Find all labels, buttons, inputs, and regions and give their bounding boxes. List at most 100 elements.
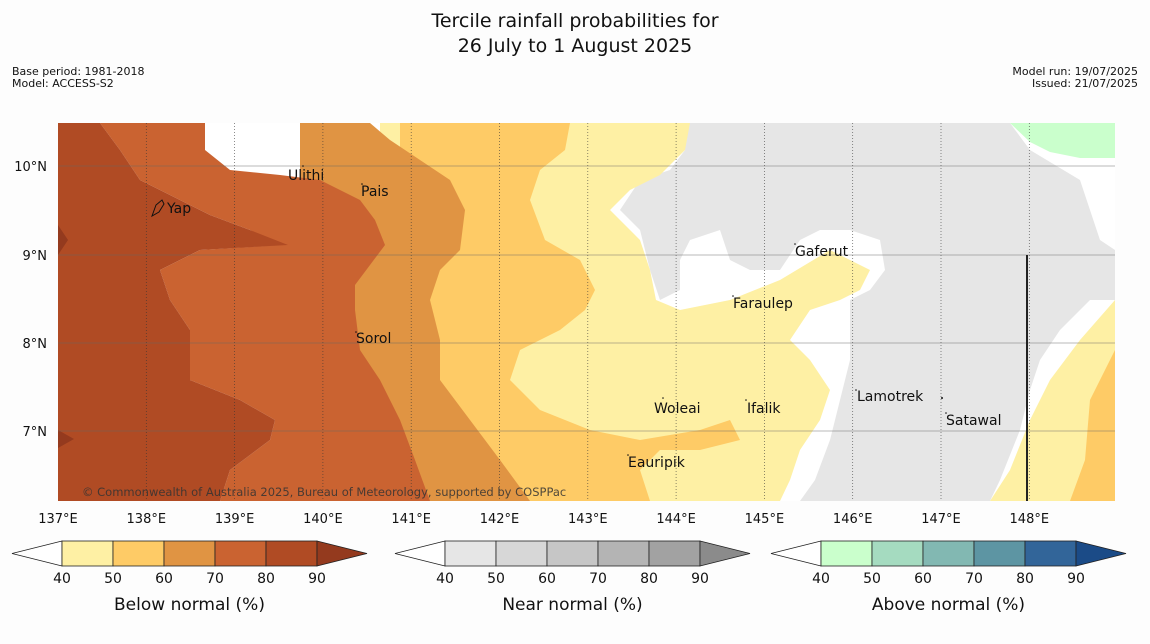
- latitude-label: 9°N: [23, 249, 48, 264]
- colorbar-tick-label: 70: [965, 571, 983, 587]
- below-normal-90-patch-1: [58, 225, 68, 255]
- colorbar-tick-label: 70: [206, 571, 224, 587]
- colorbar-segment: [922, 540, 975, 567]
- colorbar-tick-label: 60: [914, 571, 932, 587]
- colorbar-segment: [265, 540, 318, 567]
- colorbar-1: 40 50 60 70 80 90 Below normal (%): [11, 540, 368, 615]
- colorbar-3: 40 50 60 70 80 90 Above normal (%): [770, 540, 1127, 615]
- title-line-2: 26 July to 1 August 2025: [457, 35, 693, 57]
- colorbars: 40 50 60 70 80 90 Below normal (%) 40 50 60 70 80 90…: [11, 540, 1127, 615]
- base-period: Base period: 1981-2018: [12, 65, 145, 78]
- colorbar-tick-label: 40: [812, 571, 830, 587]
- latitude-gridlines: [58, 165, 1115, 432]
- place-label-lamotrek: Lamotrek: [857, 389, 924, 405]
- colorbar-tick-label: 50: [863, 571, 881, 587]
- below-normal-90-patch-2: [58, 430, 74, 448]
- colorbar-extend-low: [394, 540, 446, 567]
- place-label-yap: Yap: [166, 201, 191, 217]
- colorbar-tick-label: 80: [1016, 571, 1034, 587]
- place-labels: Yap Ulithi Pais Gaferut Faraulep Sorol L…: [166, 168, 1001, 471]
- colorbar-2: 40 50 60 70 80 90 Near normal (%): [394, 540, 751, 615]
- colorbar-segment: [648, 540, 701, 567]
- longitude-label: 144°E: [656, 512, 696, 527]
- colorbar-segment: [1024, 540, 1077, 567]
- longitude-label: 142°E: [480, 512, 520, 527]
- title-line-1: Tercile rainfall probabilities for: [431, 10, 719, 32]
- colorbar-tick-label: 60: [538, 571, 556, 587]
- colorbar-segment: [495, 540, 548, 567]
- place-label-ulithi: Ulithi: [288, 168, 324, 184]
- longitude-label: 141°E: [391, 512, 431, 527]
- latitude-labels: 10°N 9°N 8°N 7°N: [14, 160, 47, 440]
- colorbar-tick-label: 40: [53, 571, 71, 587]
- model-run: Model run: 19/07/2025: [1012, 65, 1138, 78]
- longitude-label: 138°E: [127, 512, 167, 527]
- colorbar-segment: [973, 540, 1026, 567]
- longitude-label: 148°E: [1010, 512, 1050, 527]
- longitude-label: 147°E: [921, 512, 961, 527]
- latitude-label: 8°N: [23, 337, 48, 352]
- longitude-labels: 137°E 138°E 139°E 140°E 141°E 142°E 143°E 144°E…: [38, 512, 1049, 527]
- colorbar-tick-label: 50: [104, 571, 122, 587]
- colorbar-tick-label: 90: [1067, 571, 1085, 587]
- longitude-gridlines: [145, 123, 1030, 501]
- colorbar-segment: [820, 540, 873, 567]
- place-label-ifalik: Ifalik: [747, 401, 781, 417]
- colorbar-tick-label: 90: [691, 571, 709, 587]
- place-label-eauripik: Eauripik: [628, 455, 686, 471]
- model-name: Model: ACCESS-S2: [12, 77, 114, 90]
- colorbar-tick-label: 40: [436, 571, 454, 587]
- colorbar-extend-low: [11, 540, 63, 567]
- latitude-label: 7°N: [23, 425, 48, 440]
- meta-left: Base period: 1981-2018 Model: ACCESS-S2: [12, 66, 144, 90]
- colorbar-segment: [214, 540, 267, 567]
- colorbar-segment: [871, 540, 924, 567]
- map-fields: [58, 123, 1115, 501]
- longitude-label: 145°E: [745, 512, 785, 527]
- below-normal-50-region-east: [1070, 350, 1115, 501]
- above-normal-40-region: [1010, 123, 1115, 158]
- place-label-gaferut: Gaferut: [795, 244, 849, 260]
- colorbar-segment: [112, 540, 165, 567]
- colorbar-extend-high: [699, 540, 751, 567]
- place-label-faraulep: Faraulep: [733, 296, 793, 312]
- colorbar-segment: [163, 540, 216, 567]
- colorbar-tick-label: 90: [308, 571, 326, 587]
- below-normal-80-region: [58, 123, 288, 501]
- colorbar-label: Below normal (%): [114, 595, 265, 615]
- colorbar-tick-label: 70: [589, 571, 607, 587]
- longitude-label: 139°E: [215, 512, 255, 527]
- longitude-label: 143°E: [568, 512, 608, 527]
- longitude-label: 140°E: [303, 512, 343, 527]
- longitude-label: 146°E: [833, 512, 873, 527]
- place-label-sorol: Sorol: [356, 331, 391, 347]
- copyright-notice: © Commonwealth of Australia 2025, Bureau…: [82, 485, 566, 499]
- near-normal-40-region: [620, 123, 1115, 501]
- colorbar-tick-label: 80: [640, 571, 658, 587]
- issued-date: Issued: 21/07/2025: [1031, 77, 1138, 90]
- colorbar-tick-label: 80: [257, 571, 275, 587]
- colorbar-tick-label: 50: [487, 571, 505, 587]
- place-label-satawal: Satawal: [946, 413, 1001, 429]
- meta-right: Model run: 19/07/2025 Issued: 21/07/2025: [1012, 66, 1138, 90]
- longitude-label: 137°E: [38, 512, 78, 527]
- place-label-woleai: Woleai: [654, 401, 701, 417]
- colorbar-label: Near normal (%): [502, 595, 642, 615]
- below-normal-60-region: [200, 123, 530, 501]
- colorbar-segment: [61, 540, 114, 567]
- below-normal-70-region: [100, 123, 430, 501]
- colorbar-segment: [597, 540, 650, 567]
- colorbar-extend-high: [1075, 540, 1127, 567]
- below-normal-40-region-east: [990, 300, 1115, 501]
- island-markers: [302, 165, 947, 456]
- colorbar-extend-low: [770, 540, 822, 567]
- place-label-pais: Pais: [361, 184, 389, 200]
- colorbar-extend-high: [316, 540, 368, 567]
- colorbar-segment: [546, 540, 599, 567]
- yap-island-outline: [151, 199, 165, 218]
- latitude-label: 10°N: [14, 160, 47, 175]
- colorbar-tick-label: 60: [155, 571, 173, 587]
- colorbar-label: Above normal (%): [872, 595, 1025, 615]
- colorbar-segment: [444, 540, 497, 567]
